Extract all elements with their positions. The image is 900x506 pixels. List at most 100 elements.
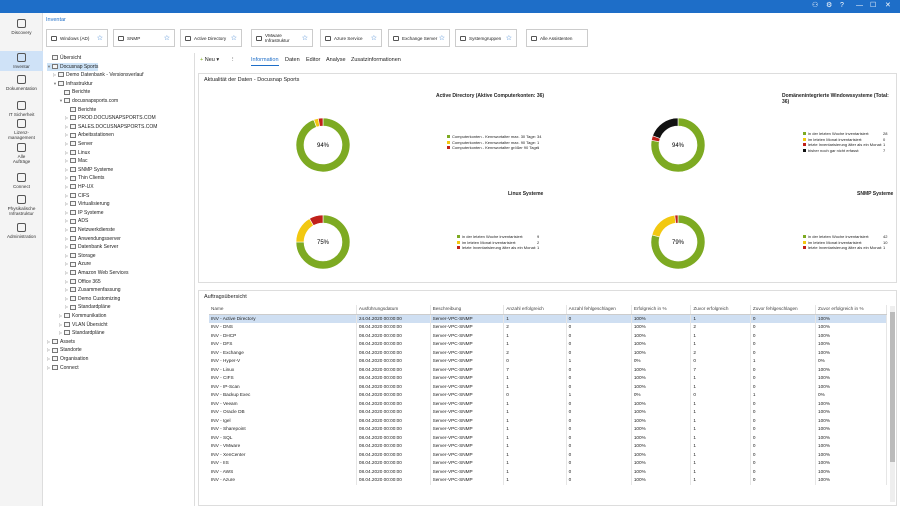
table-row[interactable]: INV - XenCenter 08.04.2020 00:00:00 Server… <box>209 450 887 459</box>
tree-node[interactable]: ▷ Standorte <box>47 346 82 354</box>
table-row[interactable]: INV - Active Directory 24.04.2020 00:00:0… <box>209 314 887 323</box>
tree-node[interactable]: ▷ Azure <box>65 260 91 268</box>
expand-arrow-icon[interactable]: ▷ <box>65 218 69 224</box>
table-row[interactable]: INV - SQL 08.04.2020 00:00:00 Server-VPC-S… <box>209 433 887 442</box>
tree-node[interactable]: ▷ Thin Clients <box>65 174 104 182</box>
star-icon[interactable]: ☆ <box>230 35 237 42</box>
star-icon[interactable]: ☆ <box>96 35 103 42</box>
table-row[interactable]: INV - AWS 08.04.2020 00:00:00 Server-VPC-S… <box>209 467 887 476</box>
expand-arrow-icon[interactable]: ▷ <box>59 313 63 318</box>
expand-arrow-icon[interactable]: ▷ <box>65 115 69 121</box>
tree-node[interactable]: ▷ Organisation <box>47 355 88 363</box>
sidebar-item-document[interactable]: Dokumentation <box>0 73 43 93</box>
expand-arrow-icon[interactable]: ▷ <box>65 158 69 164</box>
expand-arrow-icon[interactable]: ▷ <box>65 261 69 267</box>
tree-node[interactable]: Berichte <box>65 106 96 114</box>
expand-arrow-icon[interactable]: ▷ <box>47 364 51 370</box>
column-header[interactable]: Ausführungsdatum <box>356 305 431 315</box>
expand-arrow-icon[interactable]: ▷ <box>65 252 69 258</box>
tree-node[interactable]: ▷ PROD.DOCUSNAPSPORTS.COM <box>65 114 156 122</box>
tree-node[interactable]: ▷ Server <box>65 140 93 148</box>
expand-arrow-icon[interactable]: ▷ <box>65 244 69 250</box>
star-icon[interactable]: ☆ <box>301 35 308 42</box>
tab-information[interactable]: Information <box>251 56 279 66</box>
gear-icon[interactable]: ⚙ <box>826 2 833 9</box>
tab-daten[interactable]: Daten <box>285 57 300 63</box>
minimize-button[interactable]: — <box>856 2 863 9</box>
tree-node[interactable]: ▼ Infrastruktur <box>53 80 93 88</box>
tree-node[interactable]: ▷ Amazon Web Services <box>65 269 128 277</box>
person-icon[interactable]: ⚇ <box>812 2 819 9</box>
star-icon[interactable]: ☆ <box>438 35 445 42</box>
tile-dots[interactable]: Alle Assistenten <box>526 29 588 47</box>
table-row[interactable]: INV - Igel 08.04.2020 00:00:00 Server-VPC-… <box>209 416 887 425</box>
tree-node[interactable]: ▷ Zusammenfassung <box>65 286 121 294</box>
expand-arrow-icon[interactable]: ▷ <box>47 356 51 361</box>
tree-node[interactable]: ▷ Standardpläne <box>59 329 105 337</box>
expand-arrow-icon[interactable]: ▷ <box>65 201 69 207</box>
column-header[interactable]: Anzahl erfolgreich <box>503 305 567 315</box>
tree-node[interactable]: ▷ SALES.DOCUSNAPSPORTS.COM <box>65 123 157 131</box>
column-header[interactable]: Zuvor erfolgreich in % <box>815 305 887 315</box>
tree-node[interactable]: ▷ HP-UX <box>65 183 94 191</box>
expand-arrow-icon[interactable]: ▷ <box>65 141 69 146</box>
tree-node[interactable]: ▷ Linux <box>65 149 90 157</box>
tile-directory[interactable]: Active Directory ☆ <box>180 29 242 47</box>
sidebar-item-inventory[interactable]: Inventar <box>0 51 43 71</box>
tree-node[interactable]: ▷ Anwendungsserver <box>65 235 121 243</box>
table-row[interactable]: INV - Sharepoint 08.04.2020 00:00:00 Serve… <box>209 425 887 434</box>
expand-arrow-icon[interactable]: ▷ <box>65 235 69 241</box>
tree-node[interactable]: ▼ docusnapsports.com <box>59 97 118 105</box>
table-row[interactable]: INV - DHCP 08.04.2020 00:00:00 Server-VPC-… <box>209 331 887 340</box>
expand-arrow-icon[interactable]: ▷ <box>47 347 51 353</box>
table-row[interactable]: INV - Azure 08.04.2020 00:00:00 Server-VPC… <box>209 476 887 485</box>
sidebar-item-connect[interactable]: Connect <box>0 171 43 191</box>
expand-arrow-icon[interactable]: ▷ <box>59 321 63 327</box>
tree-node[interactable]: ▷ Storage <box>65 252 96 260</box>
expand-arrow-icon[interactable]: ▷ <box>65 184 69 189</box>
expand-arrow-icon[interactable]: ▷ <box>65 295 69 301</box>
expand-arrow-icon[interactable]: ▷ <box>65 278 69 284</box>
tree-node[interactable]: ▷ ADS <box>65 217 88 225</box>
column-header[interactable]: Zuvor fehlgeschlagen <box>750 305 817 315</box>
vertical-scrollbar[interactable] <box>890 306 895 502</box>
expand-arrow-icon[interactable]: ▼ <box>59 98 63 103</box>
sidebar-item-shield[interactable]: IT Sicherheit <box>0 99 43 119</box>
tree-node[interactable]: ▷ Datenbank Server <box>65 243 118 251</box>
table-row[interactable]: INV - Veeam 08.04.2020 00:00:00 Server-VPC… <box>209 399 887 408</box>
table-row[interactable]: INV - DFS 08.04.2020 00:00:00 Server-VPC-S… <box>209 340 887 349</box>
tree-node[interactable]: ▷ Demo Customizing <box>65 295 120 303</box>
tree-node[interactable]: ▷ SNMP Systeme <box>65 166 113 174</box>
expand-arrow-icon[interactable]: ▷ <box>65 287 69 293</box>
tile-azure[interactable]: Azure Service ☆ <box>320 29 382 47</box>
star-icon[interactable]: ☆ <box>370 35 377 42</box>
column-header[interactable]: Beschreibung <box>430 305 505 315</box>
expand-arrow-icon[interactable]: ▼ <box>47 63 51 69</box>
star-icon[interactable]: ☆ <box>163 35 170 42</box>
sidebar-item-gear[interactable]: Administration <box>0 221 43 241</box>
new-button[interactable]: + Neu ▾ <box>200 57 220 63</box>
tab-zusatzinformationen[interactable]: Zusatzinformationen <box>351 57 401 63</box>
table-row[interactable]: INV - Oracle DB 08.04.2020 00:00:00 Server… <box>209 408 887 417</box>
expand-arrow-icon[interactable]: ▷ <box>65 209 69 215</box>
tree-node[interactable]: ▷ Connect <box>47 364 79 372</box>
tree-node[interactable]: ▷ Kommunikation <box>59 312 106 320</box>
tile-vmware[interactable]: VMware Infrastruktur ☆ <box>251 29 313 47</box>
tab-editor[interactable]: Editor <box>306 57 321 63</box>
sidebar-item-compass[interactable]: Discovery <box>0 17 43 37</box>
tree-node[interactable]: ▷ Virtualisierung <box>65 200 110 208</box>
expand-arrow-icon[interactable]: ▷ <box>65 166 69 172</box>
tile-windows[interactable]: Windows (AD) ☆ <box>46 29 108 47</box>
table-row[interactable]: INV - Hyper-V 08.04.2020 00:00:00 Server-V… <box>209 357 887 366</box>
expand-arrow-icon[interactable]: ▷ <box>47 338 51 344</box>
table-row[interactable]: INV - CIFS 08.04.2020 00:00:00 Server-VPC-… <box>209 374 887 383</box>
star-icon[interactable]: ☆ <box>505 35 512 42</box>
tile-exchange[interactable]: Exchange Server ☆ <box>388 29 450 47</box>
tree-node[interactable]: ▼ Docusnap Sports <box>47 62 99 71</box>
tree-node[interactable]: ▷ Assets <box>47 338 75 346</box>
maximize-button[interactable]: ☐ <box>870 2 877 9</box>
column-header[interactable]: Zuvor erfolgreich <box>690 305 751 315</box>
breadcrumb[interactable]: Inventar <box>46 17 66 23</box>
tile-group[interactable]: Systemgruppen ☆ <box>455 29 517 47</box>
tree-node[interactable]: ▷ Netzwerkdienste <box>65 226 115 234</box>
